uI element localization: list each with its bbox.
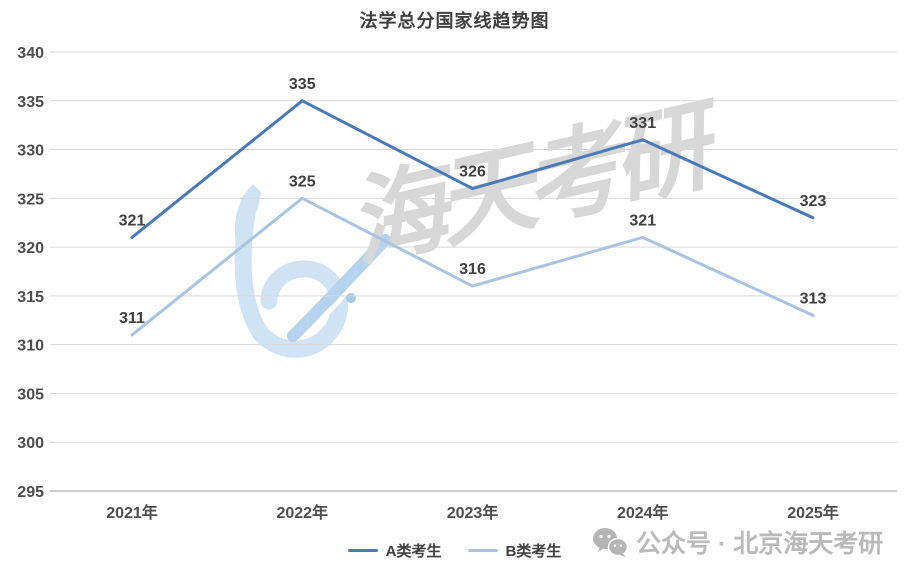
data-label: 323 — [800, 193, 827, 210]
x-tick-label: 2024年 — [617, 503, 669, 522]
y-tick-label: 300 — [17, 435, 44, 452]
data-label: 313 — [800, 290, 827, 307]
y-tick-label: 305 — [17, 386, 44, 403]
data-label: 331 — [629, 115, 656, 132]
y-tick-label: 310 — [17, 338, 44, 355]
legend-label-b: B类考生 — [505, 543, 562, 560]
data-label: 335 — [289, 76, 316, 93]
x-tick-label: 2022年 — [276, 503, 328, 522]
chart-title: 法学总分国家线趋势图 — [359, 11, 550, 31]
y-tick-label: 295 — [17, 484, 44, 501]
y-tick-label: 340 — [17, 45, 44, 62]
legend: A类考生 B类考生 — [0, 540, 909, 561]
footer-watermark-text: 公众号 · 北京海天考研 — [636, 530, 884, 558]
legend-label-a: A类考生 — [385, 543, 442, 560]
x-tick-label: 2023年 — [447, 503, 499, 522]
data-label: 311 — [119, 310, 145, 327]
footer-watermark: 公众号 · 北京海天考研 — [592, 524, 883, 560]
x-tick-label: 2025年 — [787, 503, 839, 522]
y-tick-label: 335 — [17, 94, 44, 111]
legend-swatch-b-icon — [467, 549, 498, 552]
legend-item-b: B类考生 — [467, 540, 562, 561]
y-tick-label: 325 — [17, 191, 44, 208]
y-tick-label: 320 — [17, 240, 44, 257]
y-tick-label: 330 — [17, 143, 44, 160]
data-label: 325 — [289, 173, 316, 190]
series-line-b — [130, 196, 815, 337]
legend-swatch-a-icon — [347, 549, 378, 552]
data-label: 321 — [119, 212, 146, 229]
x-tick-label: 2021年 — [106, 503, 158, 522]
data-label: 316 — [459, 261, 486, 278]
y-tick-label: 315 — [17, 289, 44, 306]
wechat-icon — [593, 528, 628, 557]
data-label: 326 — [459, 164, 486, 181]
legend-item-a: A类考生 — [347, 540, 442, 561]
data-label: 321 — [629, 212, 656, 229]
series-line-a — [130, 99, 815, 239]
